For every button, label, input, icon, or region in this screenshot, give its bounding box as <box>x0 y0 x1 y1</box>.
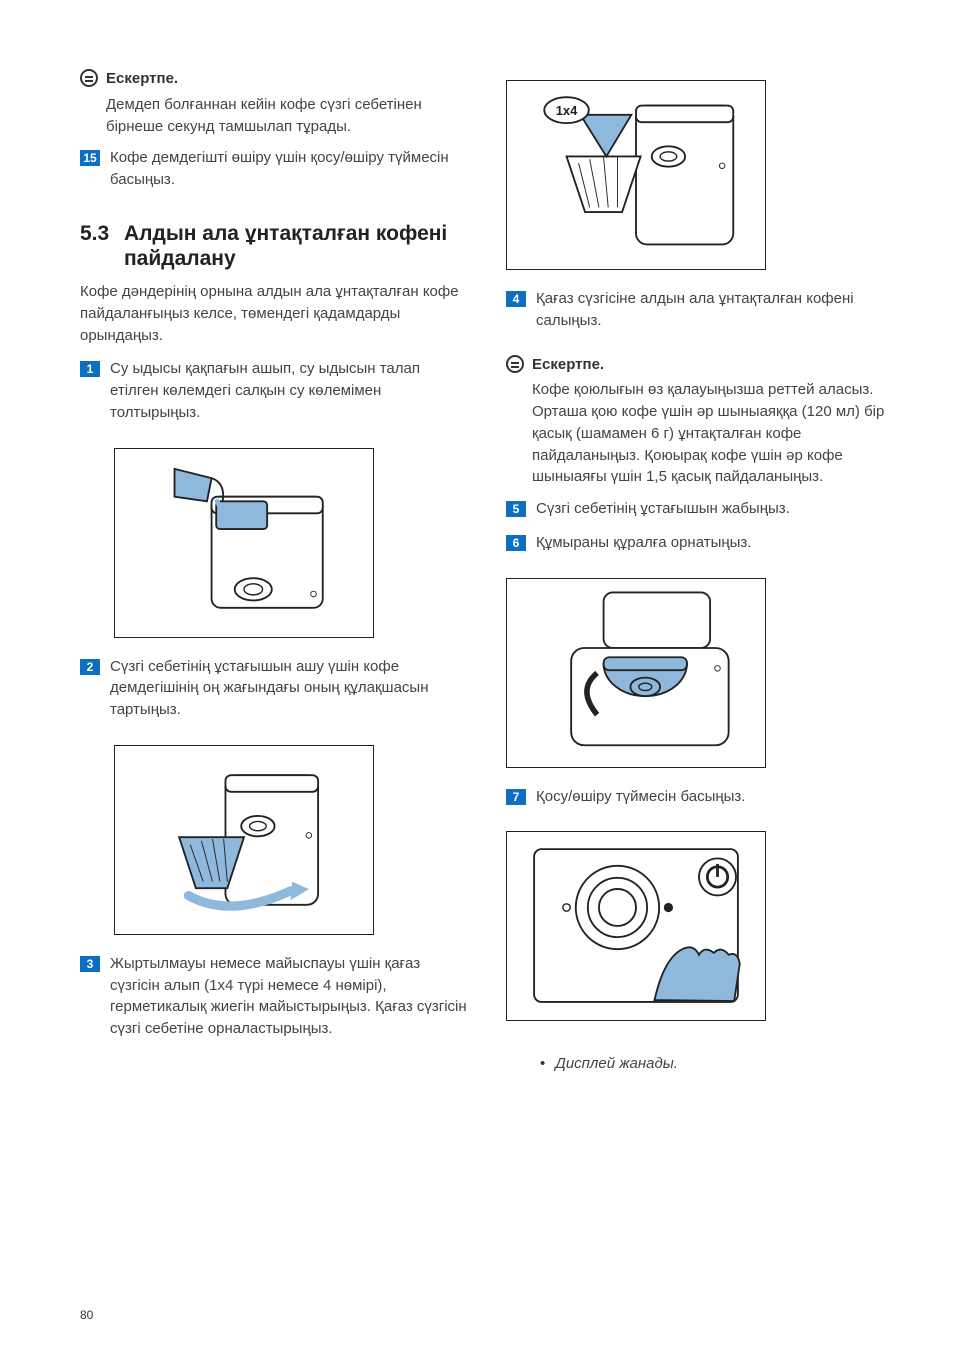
note-2-title: Ескертпе. <box>532 354 604 376</box>
step-3-number: 3 <box>80 956 100 972</box>
step-7-text: Қосу/өшіру түймесін басыңыз. <box>536 786 894 808</box>
note-2-body: Кофе қоюлығын өз қалауыңызша реттей алас… <box>532 379 894 488</box>
page-number: 80 <box>80 1307 93 1324</box>
step-5-text: Сүзгі себетінің ұстағышын жабыңыз. <box>536 498 894 520</box>
step-7: 7 Қосу/өшіру түймесін басыңыз. <box>506 786 894 808</box>
step-15-number: 15 <box>80 150 100 166</box>
right-column: 1x4 4 Қағаз сүзгісіне алдын ала ұнтақтал… <box>506 68 894 1310</box>
pour-water-illustration-icon <box>121 455 367 631</box>
note-icon <box>80 69 98 87</box>
result-bullet-text: Дисплей жанады. <box>555 1053 678 1075</box>
section-title: Алдын ала ұнтақталған кофені пайдалану <box>124 221 468 271</box>
note-2-header: Ескертпе. <box>506 354 894 376</box>
step-2: 2 Сүзгі себетінің ұстағышын ашу үшін коф… <box>80 656 468 721</box>
note-1-body: Демдеп болғаннан кейін кофе сүзгі себеті… <box>106 94 468 138</box>
step-3-text: Жыртылмауы немесе майыспауы үшін қағаз с… <box>110 953 468 1040</box>
step-6-text: Құмыраны құралға орнатыңыз. <box>536 532 894 554</box>
note-1-title: Ескертпе. <box>106 68 178 90</box>
step-6-number: 6 <box>506 535 526 551</box>
figure-pour-water <box>114 448 374 638</box>
section-intro: Кофе дәндерінің орнына алдын ала ұнтақта… <box>80 281 468 346</box>
step-1-number: 1 <box>80 361 100 377</box>
bullet-dot-icon: • <box>540 1053 545 1075</box>
step-4-text: Қағаз сүзгісіне алдын ала ұнтақталған ко… <box>536 288 894 332</box>
step-2-number: 2 <box>80 659 100 675</box>
open-basket-illustration-icon <box>121 752 367 928</box>
note-1-header: Ескертпе. <box>80 68 468 90</box>
paper-filter-illustration-icon: 1x4 <box>513 87 759 263</box>
figure-paper-filter: 1x4 <box>506 80 766 270</box>
place-jug-illustration-icon <box>513 585 759 761</box>
step-15: 15 Кофе демдегішті өшіру үшін қосу/өшіру… <box>80 147 468 191</box>
result-bullet: • Дисплей жанады. <box>540 1053 894 1075</box>
press-power-illustration-icon <box>513 838 759 1014</box>
step-7-number: 7 <box>506 789 526 805</box>
step-2-text: Сүзгі себетінің ұстағышын ашу үшін кофе … <box>110 656 468 721</box>
step-5-number: 5 <box>506 501 526 517</box>
step-1: 1 Су ыдысы қақпағын ашып, су ыдысын тала… <box>80 358 468 423</box>
step-1-text: Су ыдысы қақпағын ашып, су ыдысын талап … <box>110 358 468 423</box>
step-3: 3 Жыртылмауы немесе майыспауы үшін қағаз… <box>80 953 468 1040</box>
step-4-number: 4 <box>506 291 526 307</box>
step-4: 4 Қағаз сүзгісіне алдын ала ұнтақталған … <box>506 288 894 332</box>
note-icon <box>506 355 524 373</box>
step-5: 5 Сүзгі себетінің ұстағышын жабыңыз. <box>506 498 894 520</box>
left-column: Ескертпе. Демдеп болғаннан кейін кофе сү… <box>80 68 468 1310</box>
figure-open-basket <box>114 745 374 935</box>
step-15-text: Кофе демдегішті өшіру үшін қосу/өшіру тү… <box>110 147 468 191</box>
step-6: 6 Құмыраны құралға орнатыңыз. <box>506 532 894 554</box>
section-5-3-heading: 5.3 Алдын ала ұнтақталған кофені пайдала… <box>80 221 468 271</box>
filter-size-label: 1x4 <box>556 103 578 118</box>
figure-press-power <box>506 831 766 1021</box>
section-number: 5.3 <box>80 221 124 271</box>
figure-place-jug <box>506 578 766 768</box>
